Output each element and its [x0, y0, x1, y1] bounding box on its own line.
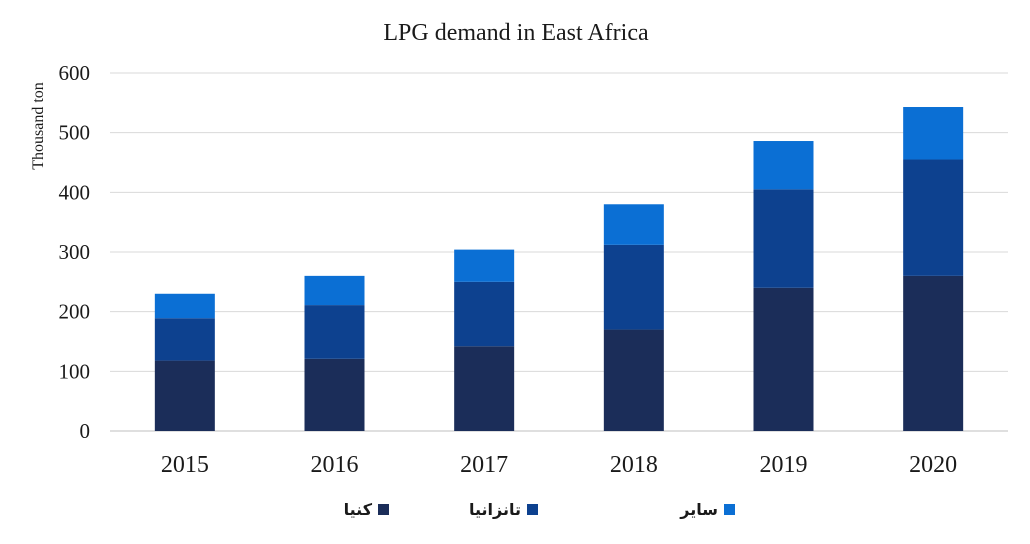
x-tick-label: 2018	[610, 452, 658, 478]
legend-item: سایر	[679, 500, 735, 519]
x-tick-label: 2017	[460, 452, 508, 478]
bar-segment	[753, 189, 814, 288]
legend-swatch	[527, 504, 538, 515]
bar-segment	[454, 346, 515, 431]
y-tick-label: 600	[59, 61, 91, 85]
x-axis-ticks: 2015 2016 2017 2018 2019 2020	[161, 452, 957, 478]
y-tick-label: 300	[59, 240, 91, 264]
y-tick-label: 500	[59, 121, 91, 145]
chart-title: LPG demand in East Africa	[383, 20, 649, 46]
legend-label: تانزانیا	[469, 500, 521, 519]
y-axis-label: Thousand ton	[30, 82, 47, 170]
bar-segment	[304, 358, 365, 431]
bar-segment	[154, 293, 215, 319]
bars	[154, 107, 964, 431]
bar-segment	[304, 275, 365, 306]
bar-segment	[603, 329, 664, 431]
y-tick-label: 0	[80, 419, 91, 443]
x-tick-label: 2020	[909, 452, 957, 478]
bar-segment	[753, 141, 814, 190]
legend: کنیا تانزانیا سایر	[344, 500, 735, 519]
legend-label: کنیا	[344, 500, 373, 519]
legend-item: تانزانیا	[469, 500, 538, 519]
bar-segment	[903, 275, 964, 431]
bar-segment	[753, 287, 814, 431]
x-tick-label: 2015	[161, 452, 209, 478]
bar-segment	[154, 318, 215, 361]
bar-segment	[603, 204, 664, 245]
legend-swatch	[724, 504, 735, 515]
bar-segment	[304, 305, 365, 359]
bar-segment	[603, 244, 664, 330]
bar-segment	[454, 249, 515, 282]
gridlines	[110, 72, 1008, 432]
bar-segment	[154, 360, 215, 431]
x-tick-label: 2019	[760, 452, 808, 478]
y-tick-label: 400	[59, 180, 91, 204]
y-tick-label: 200	[59, 300, 91, 324]
bar-segment	[454, 281, 515, 347]
bar-segment	[903, 159, 964, 276]
legend-label: سایر	[679, 500, 718, 519]
legend-item: کنیا	[344, 500, 389, 519]
y-axis-ticks: 0 100 200 300 400 500 600	[59, 61, 91, 443]
y-tick-label: 100	[59, 359, 91, 383]
bar-segment	[903, 107, 964, 160]
legend-swatch	[378, 504, 389, 515]
x-tick-label: 2016	[311, 452, 359, 478]
